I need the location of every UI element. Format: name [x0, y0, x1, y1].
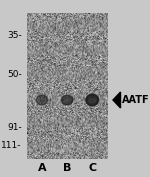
Text: A: A — [38, 163, 46, 173]
Ellipse shape — [64, 99, 70, 103]
Ellipse shape — [86, 94, 99, 106]
Polygon shape — [113, 92, 120, 108]
Text: AATF: AATF — [122, 95, 149, 105]
Text: C: C — [88, 163, 96, 173]
Text: 91-: 91- — [7, 123, 22, 132]
Ellipse shape — [88, 99, 96, 103]
Ellipse shape — [36, 95, 48, 105]
Text: B: B — [63, 163, 71, 173]
Ellipse shape — [39, 99, 45, 103]
Text: 50-: 50- — [7, 70, 22, 79]
Text: 111-: 111- — [1, 141, 22, 150]
Ellipse shape — [61, 95, 73, 105]
Text: 35-: 35- — [7, 31, 22, 40]
